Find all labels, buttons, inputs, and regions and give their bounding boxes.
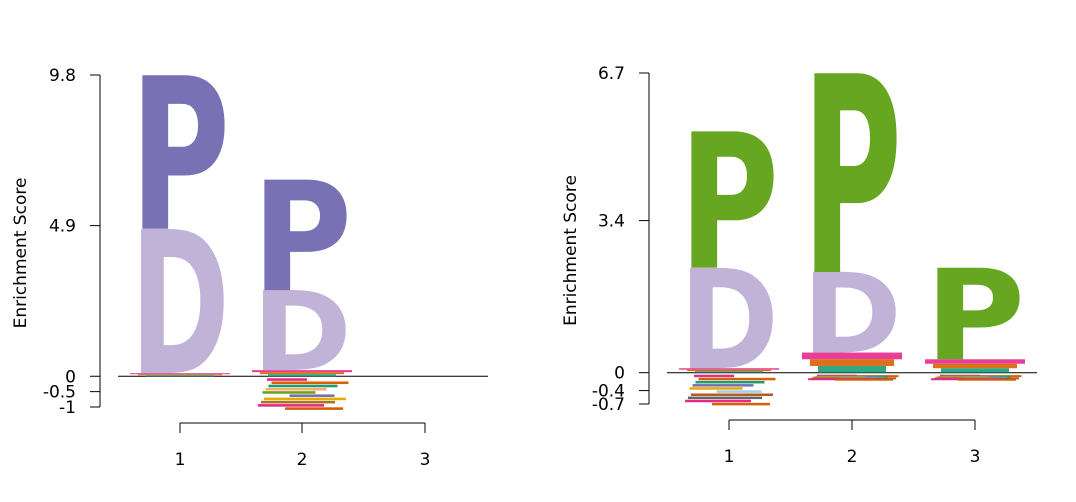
x-tick-label: 1 [724, 447, 735, 467]
depleted-letter-mark [289, 394, 335, 397]
depleted-letter-mark [271, 381, 349, 385]
depleted-letter-mark [689, 387, 743, 390]
minor-letter-mark [268, 374, 336, 377]
y-tick-label: -0.4 [592, 382, 625, 402]
minor-letter-mark [925, 359, 1025, 364]
depleted-letter-mark [712, 402, 770, 406]
depleted-letter-mark [265, 387, 327, 391]
minor-letter-mark [146, 375, 214, 377]
y-tick-label: 0 [65, 367, 76, 387]
minor-letter-mark [818, 365, 886, 373]
logo-letter-p-pos2: P [252, 151, 352, 327]
minor-letter-mark [802, 352, 902, 360]
depleted-letter-mark [264, 397, 346, 401]
depleted-letter-mark [698, 377, 776, 381]
x-tick-label: 2 [297, 450, 308, 470]
depleted-letter-mark [285, 407, 343, 410]
x-tick-label: 3 [420, 450, 431, 470]
logo-letter-p-pos1: P [679, 94, 779, 312]
y-axis-title: Enrichment Score [11, 178, 31, 329]
depleted-letter-mark [835, 378, 893, 381]
depleted-letter-mark [261, 400, 335, 404]
y-tick-label: 9.8 [49, 66, 76, 86]
x-tick-label: 2 [847, 447, 858, 467]
depleted-letter-mark [685, 399, 751, 403]
logo-letter-d-pos1: D [679, 240, 779, 401]
minor-letter-mark [679, 368, 779, 370]
minor-letter-mark [260, 372, 344, 375]
depleted-letter-mark [688, 396, 762, 400]
logo-letter-p-pos1: P [130, 33, 230, 278]
y-tick-label: 4.9 [49, 217, 76, 237]
depleted-letter-mark [958, 378, 1016, 381]
minor-letter-mark [933, 363, 1017, 369]
y-tick-label: 3.4 [598, 212, 625, 232]
minor-letter-mark [941, 368, 1009, 373]
depleted-letter-mark [258, 404, 324, 407]
depleted-letter-mark [262, 391, 316, 394]
depleted-letter-mark [268, 384, 338, 388]
minor-letter-mark [687, 369, 771, 372]
minor-letter-mark [130, 373, 230, 375]
y-tick-label: 0 [614, 364, 625, 384]
depleted-letter-mark [692, 384, 754, 387]
depleted-letter-mark [694, 374, 734, 378]
depleted-letter-mark [267, 378, 307, 381]
depleted-letter-mark [691, 393, 773, 396]
minor-letter-mark [138, 374, 222, 376]
y-tick-label: -1 [59, 398, 76, 418]
minor-letter-mark [252, 370, 352, 373]
minor-letter-mark [810, 359, 894, 366]
minor-letter-mark [695, 371, 763, 373]
logo-letter-d-pos1: D [130, 190, 230, 421]
x-tick-label: 3 [970, 447, 981, 467]
y-axis-title: Enrichment Score [561, 175, 581, 326]
x-tick-label: 1 [175, 450, 186, 470]
y-tick-label: -0.5 [43, 383, 76, 403]
y-tick-label: -0.7 [592, 395, 625, 415]
depleted-letter-mark [695, 380, 765, 384]
logo-letter-p-pos2: P [802, 19, 902, 336]
y-tick-label: 6.7 [598, 64, 625, 84]
depleted-letter-mark [716, 390, 762, 393]
